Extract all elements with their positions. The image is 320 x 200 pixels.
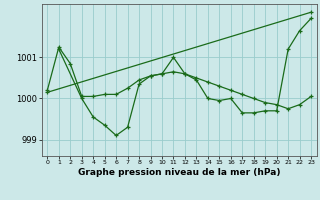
X-axis label: Graphe pression niveau de la mer (hPa): Graphe pression niveau de la mer (hPa) [78, 168, 280, 177]
